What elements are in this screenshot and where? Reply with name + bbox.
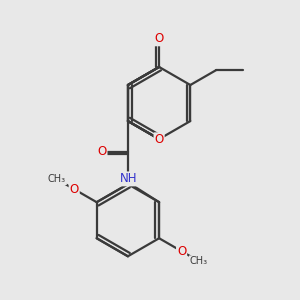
Text: O: O: [154, 133, 164, 146]
Text: O: O: [70, 183, 79, 196]
Text: O: O: [97, 145, 106, 158]
Text: CH₃: CH₃: [190, 256, 208, 266]
Text: CH₃: CH₃: [48, 174, 66, 184]
Text: O: O: [177, 245, 186, 258]
Text: NH: NH: [120, 172, 137, 185]
Text: O: O: [154, 32, 164, 45]
